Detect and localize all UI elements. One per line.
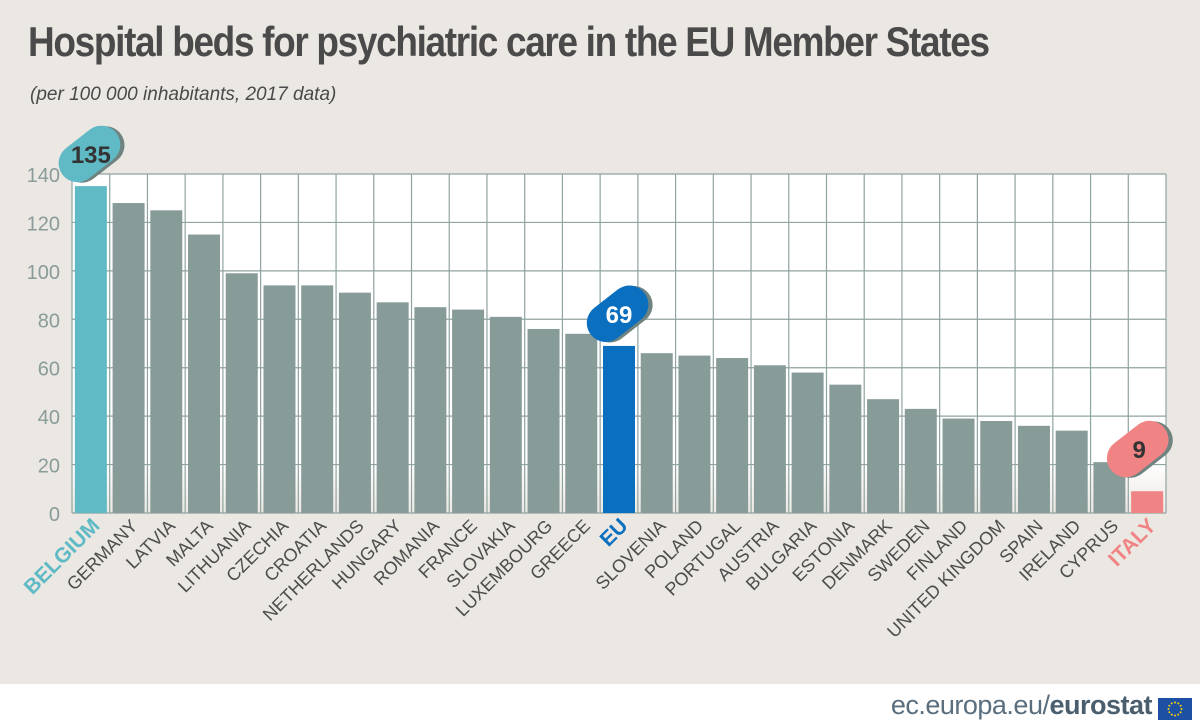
bar-czechia <box>263 285 296 513</box>
y-tick-label: 120 <box>27 213 60 235</box>
bar-luxembourg <box>527 328 560 513</box>
pill-body <box>586 285 649 342</box>
flag-star <box>1177 713 1180 716</box>
bar-lithuania <box>225 273 258 513</box>
bar-slovakia <box>489 316 522 513</box>
bar-bulgaria <box>791 372 824 513</box>
pill-body <box>58 125 121 183</box>
pill-body <box>1106 420 1169 478</box>
flag-star <box>1179 704 1182 707</box>
bar-sweden <box>904 408 937 513</box>
y-tick-label: 60 <box>38 359 60 381</box>
data-label: 9 <box>1132 437 1145 464</box>
chart-title: Hospital beds for psychiatric care in th… <box>28 18 990 65</box>
y-tick-label: 100 <box>27 262 60 284</box>
bar-portugal <box>716 358 749 513</box>
bar-greece <box>565 333 598 513</box>
bar-austria <box>753 365 786 513</box>
y-tick-label: 20 <box>38 456 60 478</box>
y-tick-label: 140 <box>27 165 60 187</box>
flag-star <box>1174 714 1176 717</box>
flag-star <box>1167 708 1170 710</box>
bar-romania <box>414 307 447 513</box>
bar-malta <box>188 234 221 514</box>
bar-denmark <box>867 399 900 513</box>
bar-latvia <box>150 210 183 514</box>
bar-belgium <box>74 186 107 513</box>
bar-croatia <box>301 285 334 513</box>
data-label-pill <box>1106 420 1173 478</box>
bar-united-kingdom <box>980 420 1013 513</box>
bar-ireland <box>1055 430 1088 513</box>
data-label: 69 <box>606 302 633 329</box>
flag-star <box>1174 701 1176 704</box>
flag-star <box>1168 704 1171 707</box>
bar-germany <box>112 203 145 514</box>
y-tick-label: 0 <box>49 504 60 526</box>
source-prefix: ec.europa.eu/ <box>890 690 1050 720</box>
flag-star <box>1179 711 1182 714</box>
flag-star <box>1170 713 1173 716</box>
bar-estonia <box>829 384 862 513</box>
flag-star <box>1170 702 1173 705</box>
data-label: 135 <box>71 142 111 169</box>
bar-slovenia <box>640 353 673 513</box>
flag-star <box>1180 708 1183 710</box>
bar-france <box>452 309 485 513</box>
bar-hungary <box>376 302 409 513</box>
y-tick-label: 40 <box>38 407 60 429</box>
flag-star <box>1168 711 1171 714</box>
bar-eu <box>603 345 635 513</box>
data-label-pill <box>58 125 125 183</box>
chart-subtitle: (per 100 000 inhabitants, 2017 data) <box>30 84 337 105</box>
flag-star <box>1177 702 1180 705</box>
bar-netherlands <box>338 292 371 513</box>
data-label-pill <box>586 285 653 343</box>
bar-spain <box>1017 425 1050 513</box>
bar-finland <box>942 418 975 513</box>
footer: ec.europa.eu/eurostat <box>0 684 1200 725</box>
bar-italy <box>1131 491 1164 513</box>
eu-flag-icon <box>1158 698 1192 720</box>
source-brand: eurostat <box>1049 690 1152 720</box>
y-tick-label: 80 <box>38 310 60 332</box>
source-link[interactable]: ec.europa.eu/eurostat <box>890 690 1153 721</box>
bar-poland <box>678 355 711 513</box>
